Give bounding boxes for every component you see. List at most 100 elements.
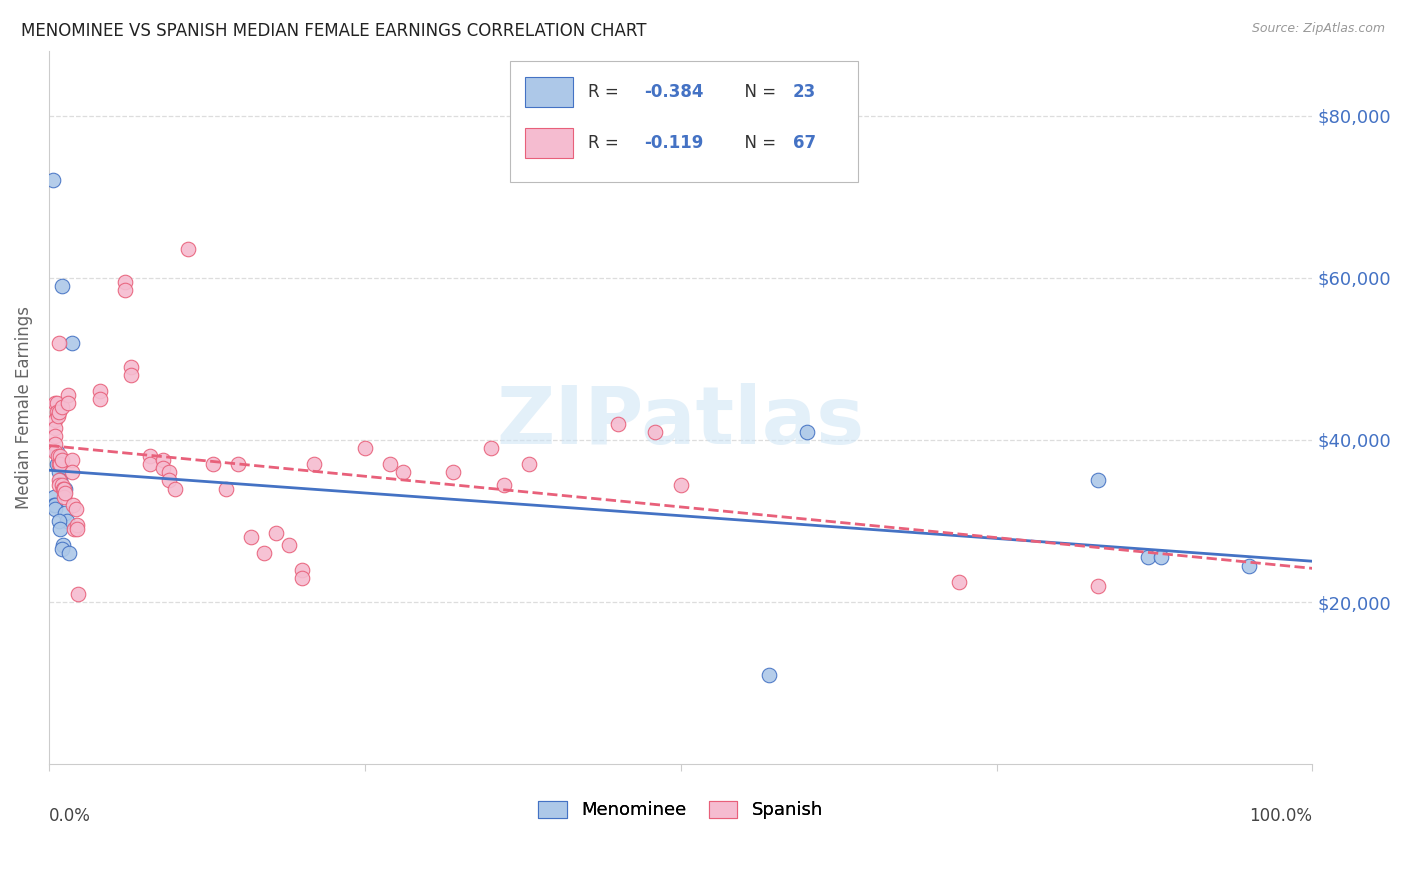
- Text: 0.0%: 0.0%: [49, 807, 91, 825]
- Point: [139, 457, 162, 471]
- Point: [44, 498, 66, 512]
- Point: [165, 482, 187, 496]
- Point: [51, 477, 73, 491]
- Point: [48, 477, 70, 491]
- Point: [152, 461, 174, 475]
- Point: [240, 530, 263, 544]
- Point: [51, 542, 73, 557]
- Point: [517, 457, 540, 471]
- Point: [55, 485, 77, 500]
- Text: ZIPatlas: ZIPatlas: [496, 383, 865, 461]
- Legend: Menominee, Spanish: Menominee, Spanish: [531, 793, 831, 827]
- Text: 67: 67: [793, 135, 817, 153]
- Point: [44, 437, 66, 451]
- Text: 100.0%: 100.0%: [1250, 807, 1312, 825]
- Point: [42, 173, 65, 187]
- Text: -0.384: -0.384: [644, 83, 703, 101]
- Point: [157, 474, 180, 488]
- Point: [48, 474, 70, 488]
- Point: [291, 571, 314, 585]
- Point: [152, 453, 174, 467]
- Point: [44, 421, 66, 435]
- Point: [44, 501, 66, 516]
- Point: [45, 445, 67, 459]
- Point: [46, 449, 69, 463]
- Point: [63, 522, 86, 536]
- Point: [56, 388, 79, 402]
- Point: [44, 445, 66, 459]
- Point: [56, 396, 79, 410]
- Point: [89, 392, 111, 407]
- Point: [1087, 474, 1109, 488]
- Point: [644, 425, 666, 439]
- Point: [228, 457, 250, 471]
- Point: [45, 404, 67, 418]
- Point: [378, 457, 401, 471]
- Point: [45, 396, 67, 410]
- Point: [42, 498, 65, 512]
- Text: MENOMINEE VS SPANISH MEDIAN FEMALE EARNINGS CORRELATION CHART: MENOMINEE VS SPANISH MEDIAN FEMALE EARNI…: [21, 22, 647, 40]
- Point: [60, 453, 83, 467]
- Point: [304, 457, 326, 471]
- Point: [62, 498, 84, 512]
- Point: [291, 563, 314, 577]
- Point: [65, 501, 87, 516]
- Point: [49, 449, 72, 463]
- Text: 23: 23: [793, 83, 817, 101]
- Point: [52, 538, 75, 552]
- Point: [49, 474, 72, 488]
- Point: [492, 477, 515, 491]
- Point: [48, 404, 70, 418]
- Point: [139, 449, 162, 463]
- Point: [48, 514, 70, 528]
- Point: [55, 514, 77, 528]
- Point: [51, 401, 73, 415]
- Point: [89, 384, 111, 399]
- Point: [606, 417, 628, 431]
- Point: [669, 477, 692, 491]
- Point: [202, 457, 225, 471]
- Point: [45, 457, 67, 471]
- Point: [66, 518, 89, 533]
- Text: R =: R =: [589, 83, 624, 101]
- Point: [52, 482, 75, 496]
- Text: Source: ZipAtlas.com: Source: ZipAtlas.com: [1251, 22, 1385, 36]
- Point: [215, 482, 238, 496]
- Point: [948, 574, 970, 589]
- Point: [51, 278, 73, 293]
- Point: [1150, 550, 1173, 565]
- Point: [49, 522, 72, 536]
- Point: [66, 587, 89, 601]
- Point: [44, 396, 66, 410]
- Point: [479, 441, 502, 455]
- Point: [53, 482, 76, 496]
- Point: [391, 466, 413, 480]
- Point: [278, 538, 301, 552]
- Point: [55, 482, 77, 496]
- Point: [52, 482, 75, 496]
- Point: [1087, 579, 1109, 593]
- Bar: [510, 62, 858, 182]
- Point: [758, 668, 780, 682]
- Point: [66, 522, 89, 536]
- Text: R =: R =: [589, 135, 630, 153]
- Point: [266, 526, 288, 541]
- Point: [120, 368, 142, 382]
- Point: [49, 457, 72, 471]
- Point: [1237, 558, 1260, 573]
- Bar: [526, 77, 574, 107]
- Point: [48, 466, 70, 480]
- Point: [60, 335, 83, 350]
- Point: [253, 546, 276, 560]
- Point: [114, 275, 136, 289]
- Point: [157, 466, 180, 480]
- Point: [58, 546, 80, 560]
- Text: -0.119: -0.119: [644, 135, 703, 153]
- Point: [60, 466, 83, 480]
- Text: N =: N =: [734, 135, 782, 153]
- Point: [48, 457, 70, 471]
- Point: [44, 412, 66, 426]
- Point: [120, 359, 142, 374]
- Point: [42, 490, 65, 504]
- Point: [44, 429, 66, 443]
